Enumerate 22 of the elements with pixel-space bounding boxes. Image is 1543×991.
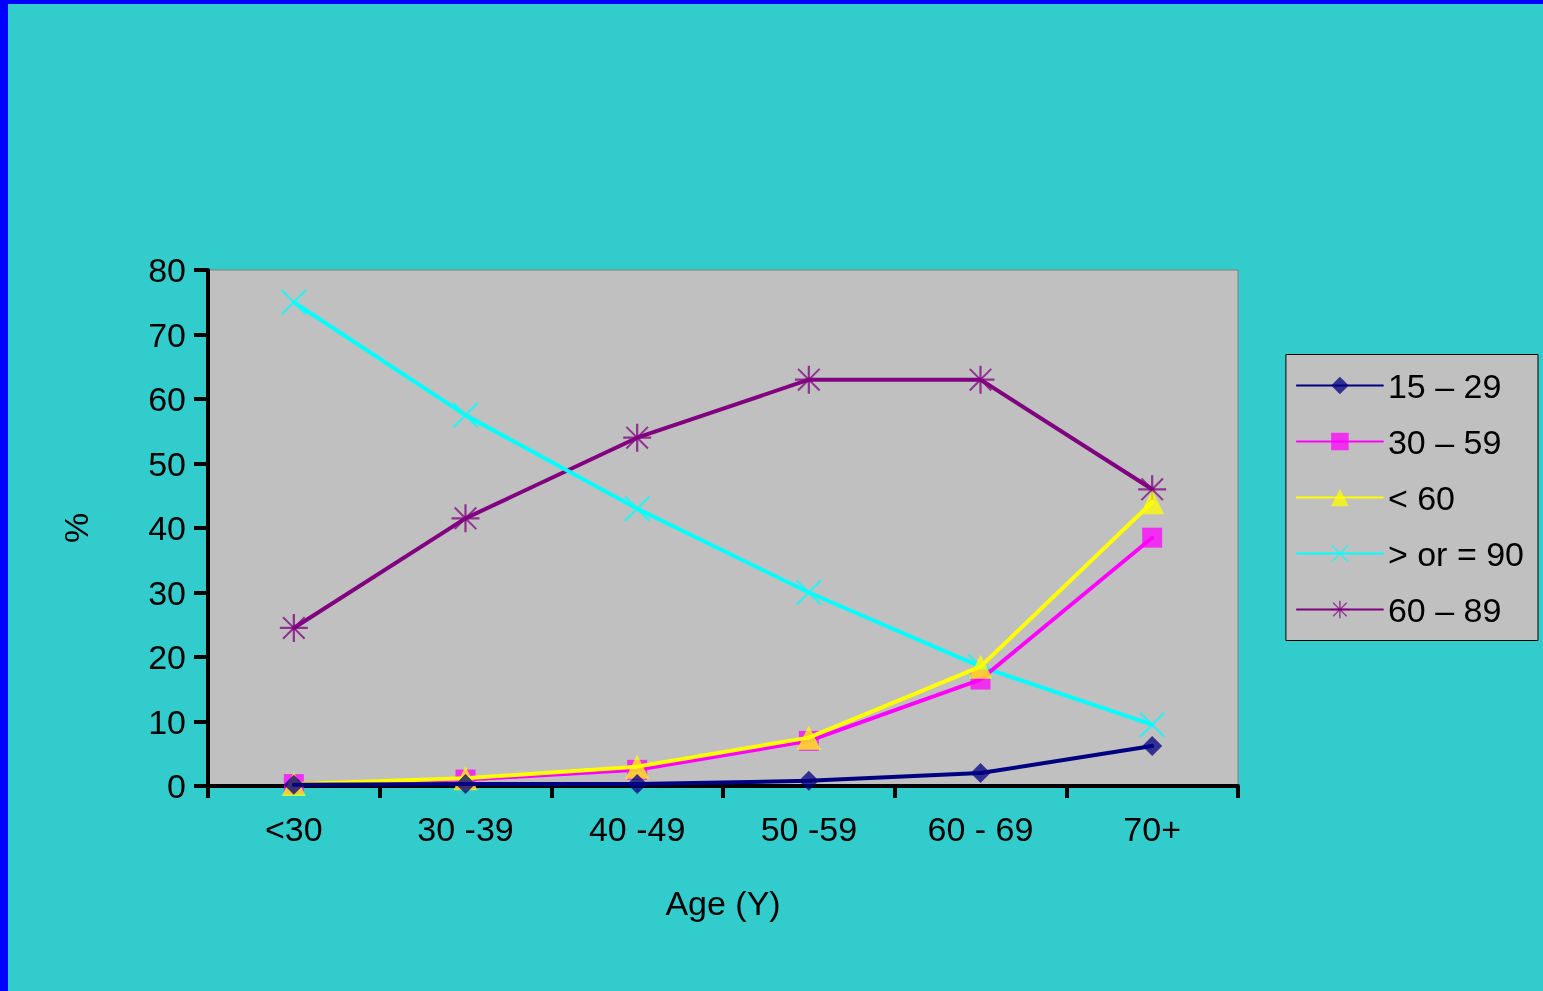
x-tick-label: <30 [264, 810, 323, 848]
y-tick-label: 50 [148, 444, 186, 483]
y-tick-label: 0 [167, 767, 186, 805]
y-tick-label: 70 [148, 315, 186, 354]
legend-label: 15 – 29 [1387, 366, 1502, 405]
legend-label: > or = 90 [1387, 534, 1525, 573]
x-tick-label: 30 -39 [417, 810, 514, 848]
legend-label: 60 – 89 [1387, 590, 1502, 629]
x-tick-label: 50 -59 [760, 810, 858, 848]
y-tick-label: 40 [148, 509, 186, 547]
y-axis-title: % [57, 512, 95, 544]
x-tick-label: 40 -49 [588, 810, 686, 848]
x-axis-title: Age (Y) [665, 884, 781, 922]
y-tick-label: 20 [148, 638, 186, 676]
y-tick-label: 30 [148, 573, 186, 612]
legend-label: < 60 [1387, 478, 1456, 517]
x-tick-label: 70+ [1123, 810, 1182, 848]
y-tick-label: 60 [148, 380, 186, 418]
legend-label: 30 – 59 [1387, 422, 1502, 461]
y-tick-label: 80 [148, 251, 186, 289]
y-tick-label: 10 [148, 702, 186, 741]
x-tick-label: 60 - 69 [927, 810, 1034, 848]
